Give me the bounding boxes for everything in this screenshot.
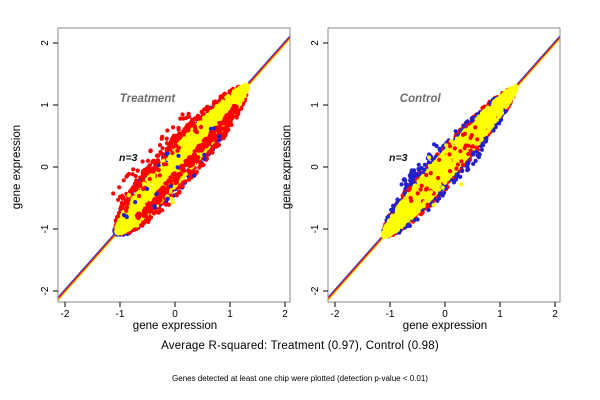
- y-axis-label: gene expression: [11, 125, 23, 209]
- x-axis-label: gene expression: [403, 320, 487, 332]
- red-points-cloud: [406, 125, 480, 216]
- treatment-plot-area: -2 -1 0 1 2 -2 -1 0 1 2 gene expression gene expres…: [11, 27, 291, 332]
- x-tick-label: 1: [497, 309, 503, 320]
- red-points-cloud: [111, 111, 204, 213]
- n-annotation: n=3: [119, 152, 138, 164]
- x-tick-label: 2: [282, 309, 288, 320]
- yellow-points-cloud: [126, 173, 185, 228]
- x-tick-label: 2: [552, 309, 558, 320]
- control-plot-area: -2 -1 0 1 2 -2 -1 0 1 2 gene expression gene expres…: [281, 27, 561, 332]
- x-tick-label: -1: [386, 309, 395, 320]
- plot-frame: [57, 27, 291, 303]
- control-scatter-panel: -2 -1 0 1 2 -2 -1 0 1 2 gene expression gene expres…: [281, 27, 561, 332]
- panel-title: Control: [400, 93, 442, 105]
- y-tick-label: -1: [40, 224, 51, 233]
- y-tick-label: 0: [40, 164, 51, 170]
- x-tick-label: 0: [172, 309, 178, 320]
- y-axis-label: gene expression: [281, 125, 293, 209]
- y-tick-label: 2: [310, 40, 321, 46]
- yellow-points-cloud: [422, 139, 464, 208]
- y-tick-label: 0: [310, 164, 321, 170]
- detection-footnote: Genes detected at least one chip were pl…: [172, 374, 428, 383]
- scatter-points-layer: [328, 34, 560, 302]
- x-tick-label: 0: [442, 309, 448, 320]
- n-annotation: n=3: [389, 152, 408, 164]
- x-tick-label: -2: [61, 309, 70, 320]
- plot-frame: [327, 27, 561, 303]
- x-axis-label: gene expression: [133, 320, 217, 332]
- y-tick-label: 1: [310, 102, 321, 108]
- treatment-scatter-panel: -2 -1 0 1 2 -2 -1 0 1 2 gene expression gene expres…: [11, 27, 291, 332]
- panel-title: Treatment: [120, 93, 177, 105]
- x-tick-label: 1: [227, 309, 233, 320]
- x-tick-label: -1: [116, 309, 125, 320]
- x-tick-label: -2: [331, 309, 340, 320]
- scatter-points-layer: [58, 34, 290, 302]
- y-tick-label: -1: [310, 224, 321, 233]
- blue-points-cloud: [121, 126, 222, 220]
- y-tick-label: -2: [310, 286, 321, 295]
- r-squared-caption: Average R-squared: Treatment (0.97), Con…: [161, 340, 439, 352]
- y-tick-label: 1: [40, 102, 51, 108]
- y-tick-label: 2: [40, 40, 51, 46]
- y-tick-label: -2: [40, 286, 51, 295]
